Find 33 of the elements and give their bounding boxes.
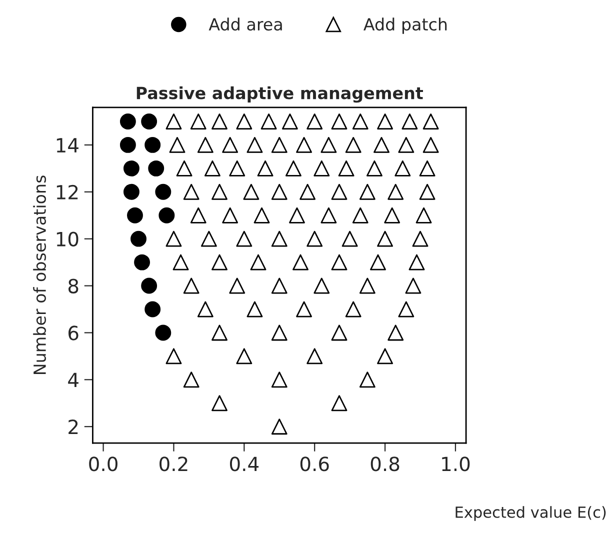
point	[141, 278, 158, 294]
x-tick-label: 0.4	[230, 456, 259, 472]
point	[123, 184, 140, 200]
point	[120, 136, 136, 153]
x-axis-title: Expected value E(c)	[456, 506, 606, 521]
x-tick-label: 0.6	[300, 456, 329, 472]
x-tick-label: 0.2	[160, 456, 188, 472]
y-tick-label: 2	[68, 420, 78, 434]
point	[144, 136, 161, 153]
y-tick-label: 14	[56, 138, 78, 152]
point	[158, 207, 175, 224]
point	[155, 324, 172, 341]
y-tick-label: 10	[56, 232, 78, 246]
y-axis-title: Number of observations	[33, 176, 46, 374]
point	[155, 184, 172, 200]
point	[130, 230, 146, 247]
x-tick-label: 1.0	[442, 456, 470, 472]
point	[127, 207, 143, 224]
legend-label: Add area	[208, 18, 282, 31]
y-tick-label: 6	[68, 326, 78, 340]
y-tick-label: 12	[56, 184, 78, 200]
y-tick-label: 4	[68, 372, 78, 388]
point	[120, 114, 136, 130]
legend-label: Add patch	[364, 18, 447, 34]
x-tick-label: 0.8	[370, 456, 400, 472]
point	[134, 254, 150, 270]
point	[141, 114, 158, 130]
x-tick-label: 0.0	[89, 456, 118, 472]
point	[123, 160, 140, 176]
point	[144, 301, 161, 318]
chart-title: Passive adaptive management	[136, 86, 424, 103]
y-tick-label: 8	[68, 278, 78, 294]
point	[148, 160, 164, 176]
